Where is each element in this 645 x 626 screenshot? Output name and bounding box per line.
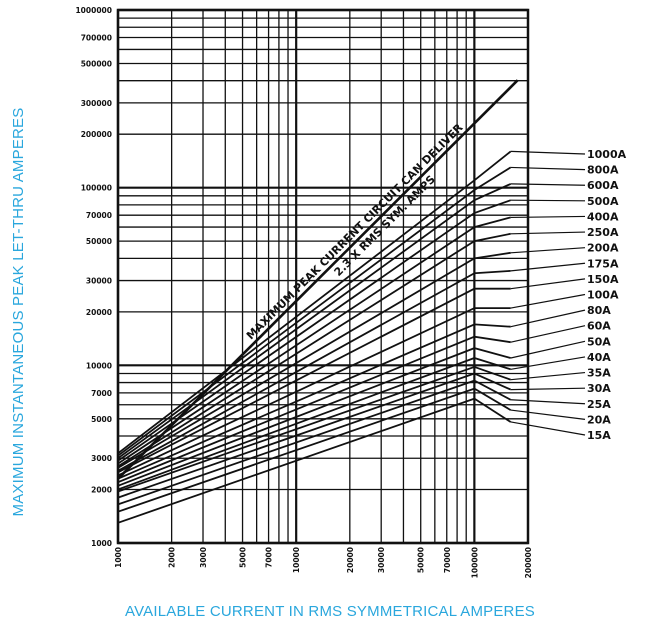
x-tick-label: 10000 [292,547,301,573]
fuse-rating-label: 600A [587,179,619,192]
series-line-500a [117,199,511,462]
label-leader-line [510,231,586,235]
x-tick-label: 50000 [417,547,426,573]
series-line-80a [117,323,511,480]
fuse-rating-label: 1000A [587,148,627,161]
series-line-20a [117,387,512,513]
y-tick-label: 70000 [86,211,112,220]
max-peak-line [117,79,519,480]
label-leader-line [510,293,586,309]
series-line-30a [117,372,512,499]
fuse-rating-label: 400A [587,210,619,223]
fuse-rating-label: 150A [587,273,619,286]
series-line-15a [117,397,512,524]
y-tick-label: 7000 [91,389,112,398]
y-tick-label: 50000 [86,237,112,246]
y-axis-title: MAXIMUM INSTANTANEOUS PEAK LET-THRU AMPE… [10,108,27,517]
series-line-400a [117,216,511,465]
series-line-25a [117,379,512,506]
x-tick-label: 1000 [114,547,123,568]
fuse-rating-label: 30A [587,382,611,395]
label-leader-line [510,247,586,254]
fuse-rating-label: 40A [587,351,611,364]
x-tick-labels: 1000 2000 3000 5000 7000 10000 20000 30000 50000… [114,547,533,578]
series-line-100a [117,307,511,477]
y-tick-label: 2000 [91,486,112,495]
y-tick-label: 100000 [81,184,112,193]
y-tick-label: 1000000 [75,6,112,15]
series-line-600a [117,183,512,459]
x-tick-label: 3000 [199,547,208,568]
plot-frame [116,8,530,545]
fuse-rating-label: 35A [587,367,611,380]
series-line-250a [117,232,511,468]
series-line-40a [117,357,511,491]
label-leader-line [510,371,586,381]
series-line-60a [117,335,511,484]
series-line-800a [117,166,512,457]
fuse-rating-label: 100A [587,289,619,302]
grid [116,8,530,545]
label-leader-line [510,399,586,405]
y-tick-label: 700000 [81,34,112,43]
series-line-1000a [117,150,512,455]
fuse-rating-label: 500A [587,195,619,208]
y-tick-label: 300000 [81,99,112,108]
fuse-rating-labels: 15A 20A 25A 30A 35A 40A 50A 60A 80A 100A 150A 175A 2… [510,148,627,442]
series-line-200a [117,251,511,469]
diagonal-label-1: MAXIMUM PEAK CURRENT CIRCUIT CAN DELIVER [244,121,466,342]
label-leader-line [510,199,586,202]
x-tick-label: 100000 [470,547,479,578]
x-tick-label: 7000 [265,547,274,568]
series-line-50a [117,347,511,487]
label-leader-line [510,409,586,420]
y-tick-labels: 1000 2000 3000 5000 7000 10000 20000 30000 50000… [75,6,112,548]
y-tick-label: 30000 [86,277,112,286]
label-leader-line [510,421,586,436]
y-tick-label: 5000 [91,415,112,424]
label-leader-line [510,387,586,391]
series-line-35a [117,365,511,493]
fuse-rating-label: 60A [587,320,611,333]
y-tick-label: 1000 [91,539,112,548]
label-leader-line [510,278,586,290]
x-tick-label: 2000 [168,547,177,568]
fuse-rating-label: 250A [587,226,619,239]
label-leader-line [510,325,586,343]
y-tick-label: 200000 [81,130,112,139]
label-leader-line [510,340,586,359]
fuse-rating-label: 50A [587,335,611,348]
label-leader-line [510,309,586,328]
y-tick-label: 20000 [86,308,112,317]
label-leader-line [510,356,586,370]
y-tick-label: 3000 [91,454,112,463]
label-leader-line [510,166,586,171]
y-tick-label: 500000 [81,59,112,68]
series-line-150a [117,287,511,474]
fuse-rating-label: 20A [587,413,611,426]
label-leader-line [510,183,586,186]
series-lines [117,150,512,524]
x-tick-label: 70000 [443,547,452,573]
x-tick-label: 200000 [524,547,533,578]
x-tick-label: 5000 [239,547,248,568]
fuse-rating-label: 80A [587,304,611,317]
x-axis-title: AVAILABLE CURRENT IN RMS SYMMETRICAL AMP… [125,603,535,620]
label-leader-line [510,150,586,155]
fuse-rating-label: 25A [587,398,611,411]
fuse-rating-label: 15A [587,429,611,442]
label-leader-line [510,262,586,272]
label-leader-line [510,215,586,219]
y-tick-label: 10000 [86,361,112,370]
x-tick-label: 20000 [346,547,355,573]
x-tick-label: 30000 [377,547,386,573]
series-line-175a [117,270,511,472]
fuse-rating-label: 175A [587,257,619,270]
fuse-rating-label: 800A [587,164,619,177]
fuse-rating-label: 200A [587,242,619,255]
